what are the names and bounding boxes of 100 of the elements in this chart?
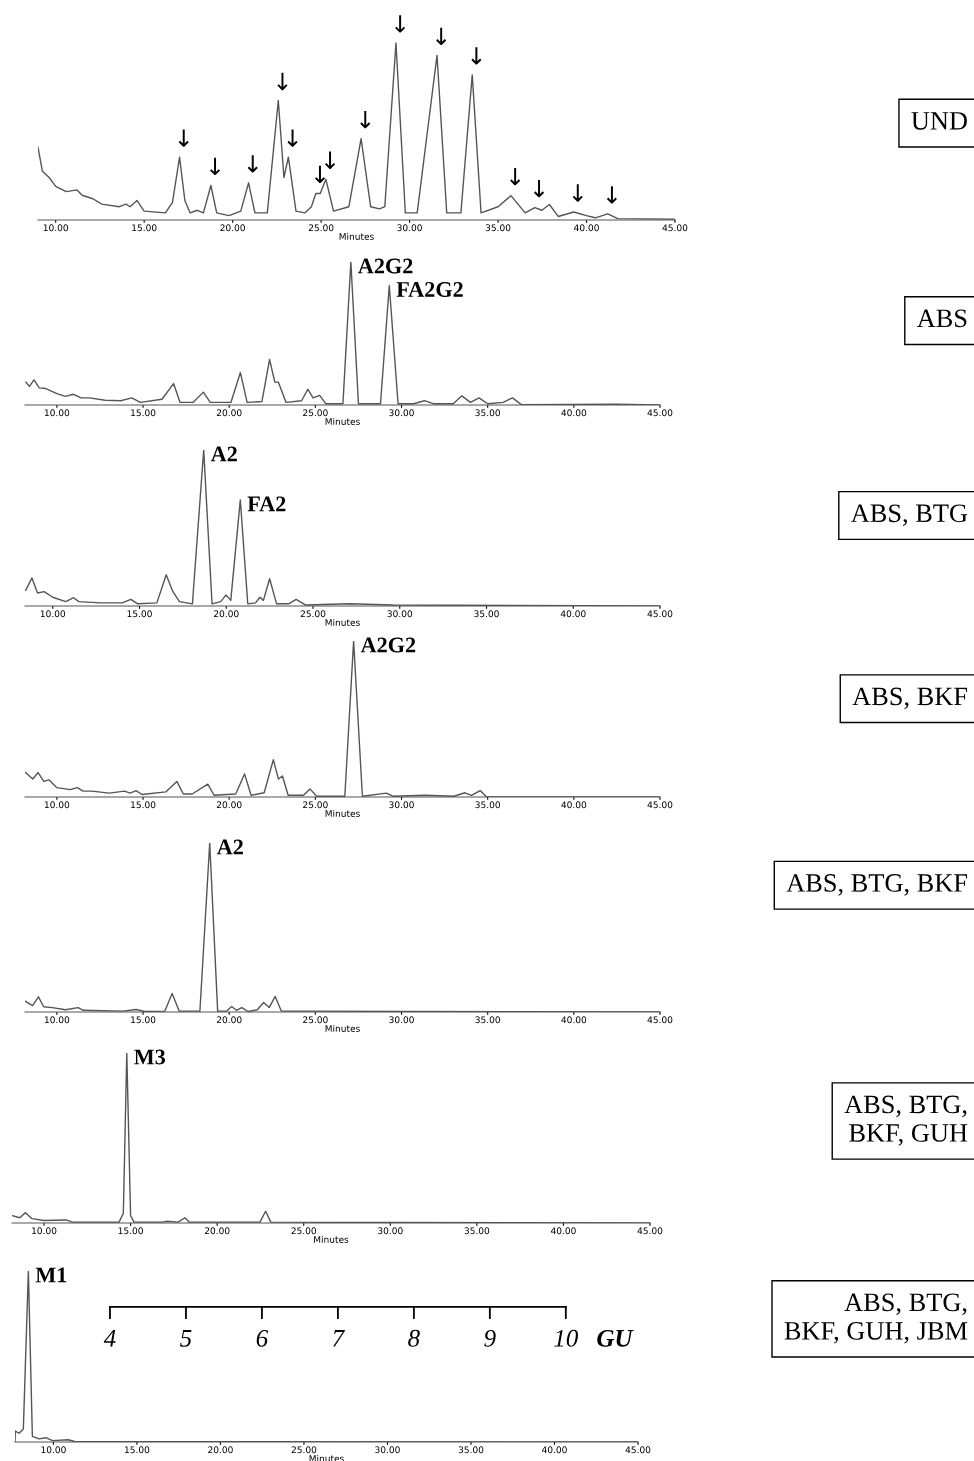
x-tick-label: 10.00 [41,1446,66,1454]
x-tick-label: 20.00 [208,1446,233,1454]
x-tick-label: 45.00 [647,610,673,618]
x-tick-label: 25.00 [291,1446,317,1454]
x-tick-label: 15.00 [132,224,157,232]
x-tick-label: 30.00 [397,224,422,232]
x-tick-label: 45.00 [625,1446,651,1454]
x2-tick-label: 9 [484,1329,496,1347]
x-axis-title: Minutes [309,1454,344,1461]
x2-tick-label: 5 [180,1330,192,1347]
x-tick-label: 20.00 [214,610,239,618]
annotation: ↓ [287,129,298,147]
x-tick-label: 15.00 [131,409,156,417]
annotation: A2 [210,446,237,462]
x-tick-label: 10.00 [44,409,70,417]
x-tick-label: 35.00 [475,1016,500,1024]
x-tick-label: 10.00 [40,610,66,618]
x-tick-label: 45.00 [647,801,673,809]
text: ABS, BTG [850,504,968,526]
x-tick-label: 15.00 [125,1446,150,1454]
x-tick-label: 25.00 [300,610,326,618]
x-tick-label: 15.00 [131,801,156,809]
x-tick-label: 40.00 [561,409,587,417]
x-axis-title: Minutes [325,417,360,425]
annotation: A2G2 [360,637,416,653]
text: ABS, BTG, BKF, GUH [844,1095,968,1146]
x-tick-label: 45.00 [647,1016,673,1024]
annotation: FA2G2 [396,281,463,297]
annotation: FA2 [247,496,286,512]
annotation: ↓ [471,47,482,65]
x-tick-label: 15.00 [131,1016,156,1024]
x-axis-title: Minutes [325,1024,360,1032]
x-tick-label: 40.00 [561,801,587,809]
annotation: ↓ [606,186,617,204]
x2-tick-label: 8 [408,1329,420,1347]
x-tick-label: 40.00 [550,1227,576,1235]
x-tick-label: 35.00 [475,801,500,809]
x-tick-label: 20.00 [220,224,245,232]
x-axis-title: Minutes [325,618,360,626]
annotation: ↓ [533,179,545,198]
annotation: ↓ [247,155,258,173]
x-axis-title: Minutes [314,1235,349,1243]
x-tick-label: 30.00 [378,1227,403,1235]
annotation: ↓ [277,72,288,91]
x-tick-label: 10.00 [44,1016,70,1024]
annotation: M3 [134,1049,166,1065]
x-tick-label: 40.00 [561,1016,587,1024]
x-tick-label: 25.00 [308,224,334,232]
text: UND [911,112,967,130]
x-tick-label: 25.00 [303,801,328,809]
x-tick-label: 35.00 [464,1227,490,1235]
x-tick-label: 20.00 [216,1016,242,1024]
x-tick-label: 30.00 [389,1016,414,1024]
x-tick-label: 20.00 [216,801,242,809]
x-tick-label: 30.00 [389,409,414,417]
annotation: ↓ [395,15,406,33]
annotation: ↓ [360,110,371,129]
x-tick-label: 35.00 [485,224,511,232]
annotation: ↓ [324,151,336,169]
text: ABS, BKF [852,687,968,710]
annotation: ↓ [178,129,189,147]
x-tick-label: 30.00 [387,610,413,618]
x2-axis-title: GU [597,1329,634,1347]
x-tick-label: 15.00 [127,610,152,618]
x-tick-label: 25.00 [291,1227,317,1235]
x-tick-label: 35.00 [475,409,500,417]
annotation: ↓ [209,157,221,176]
x-tick-label: 30.00 [375,1446,400,1454]
x-tick-label: 40.00 [542,1446,567,1454]
x-axis-title: Minutes [325,809,360,817]
x-tick-label: 45.00 [637,1227,663,1235]
x-tick-label: 35.00 [474,610,499,618]
annotation: ↓ [572,184,583,202]
x-tick-label: 40.00 [560,610,586,618]
x-tick-label: 10.00 [32,1227,57,1235]
text: ABS, BTG, BKF [786,874,968,896]
x-tick-label: 45.00 [647,409,673,417]
annotation: ↓ [510,167,521,186]
x-tick-label: 35.00 [458,1446,484,1454]
x-tick-label: 30.00 [389,801,414,809]
x-tick-label: 40.00 [574,224,599,232]
x2-tick-label: 6 [256,1329,269,1347]
x-tick-label: 10.00 [43,224,69,232]
x-tick-label: 25.00 [303,409,328,417]
x-axis-title: Minutes [339,232,374,240]
annotation: M1 [35,1267,67,1283]
annotation: A2 [216,839,243,855]
x2-tick-label: 10 [554,1329,579,1347]
x-tick-label: 45.00 [662,224,688,232]
annotation: ↓ [436,27,447,46]
x-tick-label: 25.00 [303,1016,328,1024]
annotation: A2G2 [358,258,413,274]
annotation: ↓ [314,165,326,184]
x-tick-label: 10.00 [44,801,70,809]
x2-tick-label: 4 [103,1330,116,1347]
x2-tick-label: 7 [333,1330,345,1347]
x-tick-label: 15.00 [118,1227,143,1235]
text: ABS [916,309,967,328]
x-tick-label: 20.00 [204,1227,230,1235]
x-tick-label: 20.00 [216,409,242,417]
